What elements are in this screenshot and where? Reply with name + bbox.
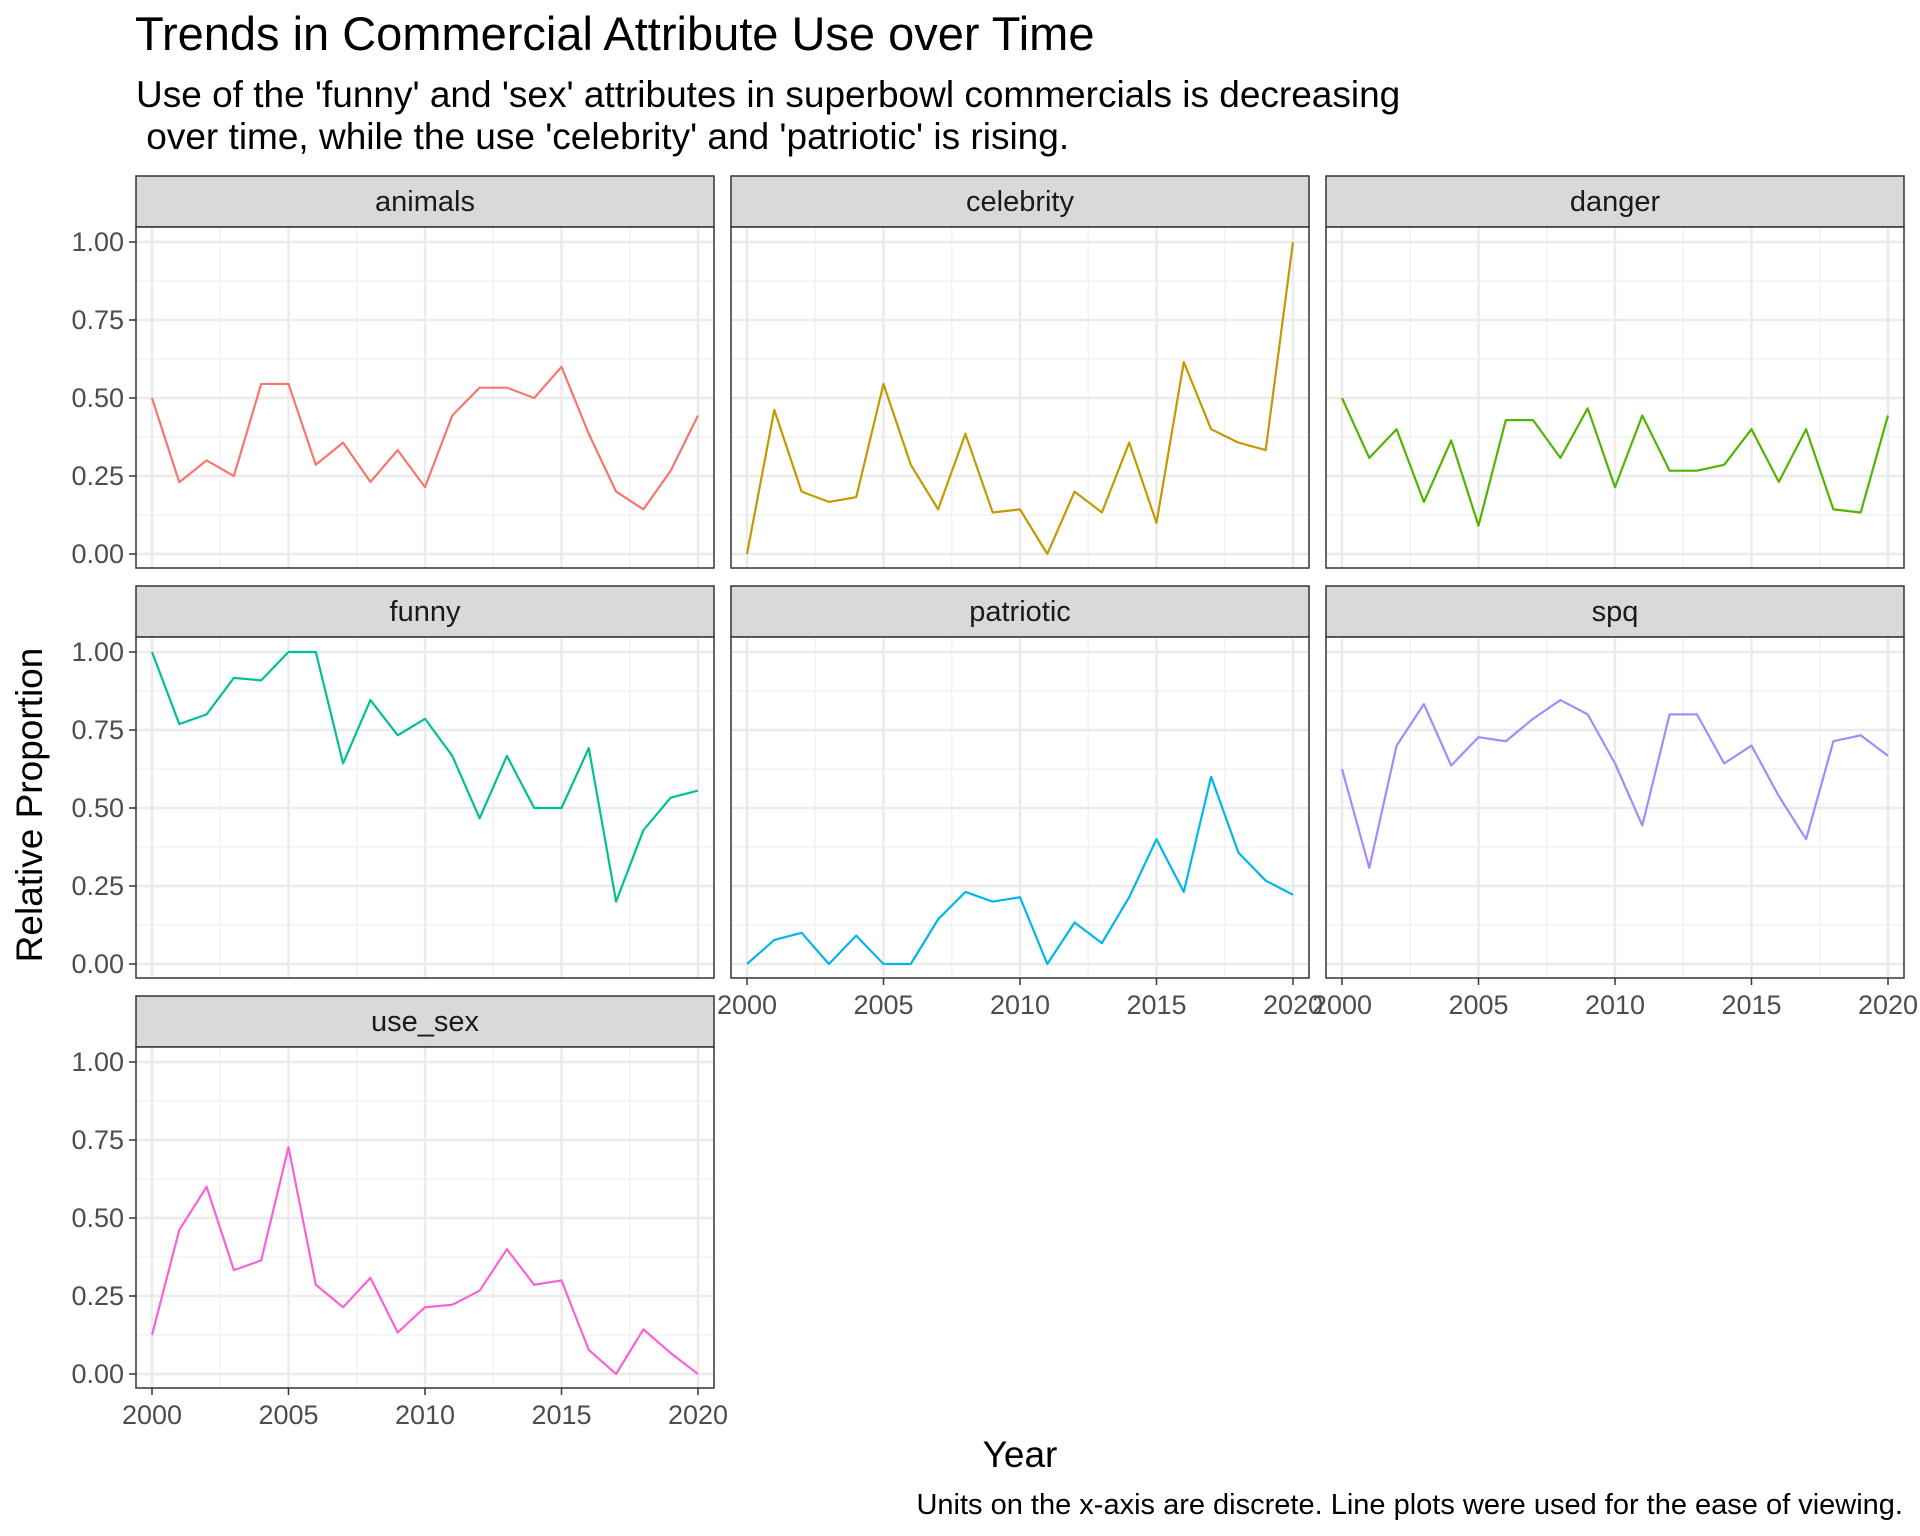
y-tick-label: 0.75 (71, 715, 124, 745)
y-tick-label: 0.50 (71, 1203, 124, 1233)
chart-subtitle-line-2: over time, while the use 'celebrity' and… (136, 116, 1069, 157)
series-line-funny (150, 650, 699, 903)
facet-strip-label: funny (390, 596, 461, 628)
y-tick-label: 0.75 (71, 305, 124, 335)
x-tick-label: 2015 (1126, 990, 1186, 1020)
series-line-danger (1340, 397, 1890, 527)
facet-strip (135, 175, 715, 228)
x-tick-label: 2005 (1448, 990, 1508, 1020)
y-tick-label: 0.50 (71, 793, 124, 823)
facet-strip-label: animals (375, 186, 475, 218)
x-tick-label: 2000 (1312, 990, 1372, 1020)
x-tick-label: 2015 (531, 1400, 591, 1430)
y-tick-label: 0.75 (71, 1125, 124, 1155)
chart-title: Trends in Commercial Attribute Use over … (135, 7, 1094, 60)
panel-border (1325, 226, 1905, 569)
series-line-animals (150, 365, 699, 511)
y-tick-label: 0.25 (71, 871, 124, 901)
series-line-celebrity (745, 241, 1295, 556)
y-tick-label: 0.00 (71, 949, 124, 979)
facet-panel-danger: danger (1325, 175, 1905, 569)
facet-strip-label: danger (1570, 186, 1661, 218)
chart-subtitle-line-1: Use of the 'funny' and 'sex' attributes … (136, 74, 1400, 115)
y-tick-label: 0.25 (71, 461, 124, 491)
facet-panel-animals: animals 0.00 0.25 0.50 0.75 1.00 (71, 175, 715, 569)
facet-panel-spq: spq 2000 2005 2010 2015 2020 (1312, 585, 1918, 1020)
series-line-spq (1340, 698, 1889, 870)
panel-border (730, 226, 1310, 569)
chart-caption: Units on the x-axis are discrete. Line p… (916, 1489, 1903, 1521)
facet-strip-label: patriotic (969, 596, 1071, 628)
series-line-use_sex (150, 1146, 699, 1376)
facet-panel-use_sex: use_sex 0.00 0.25 0.50 0.75 1.00 2000 2005 2010 2… (71, 995, 728, 1430)
x-tick-label: 2010 (395, 1400, 455, 1430)
facet-strip-label: celebrity (966, 186, 1074, 218)
x-axis-title: Year (983, 1434, 1058, 1475)
x-tick-label: 2010 (990, 990, 1050, 1020)
y-tick-label: 1.00 (71, 1047, 124, 1077)
facet-strip (135, 995, 715, 1048)
x-tick-label: 2005 (853, 990, 913, 1020)
facet-strip (730, 175, 1310, 228)
x-tick-label: 2000 (122, 1400, 182, 1430)
y-tick-label: 0.50 (71, 383, 124, 413)
facet-strip-label: use_sex (371, 1006, 480, 1038)
facet-panel-patriotic: patriotic 2000 2005 2010 2015 2020 (717, 585, 1323, 1020)
x-tick-label: 2020 (1858, 990, 1918, 1020)
y-tick-label: 0.00 (71, 1359, 124, 1389)
y-axis-title: Relative Proportion (9, 648, 50, 963)
series-line-patriotic (746, 775, 1294, 966)
x-tick-label: 2020 (668, 1400, 728, 1430)
facet-strip (1325, 175, 1905, 228)
x-tick-label: 2005 (258, 1400, 318, 1430)
x-tick-label: 2000 (717, 990, 777, 1020)
facet-panel-funny: funny 0.00 0.25 0.50 0.75 1.00 (71, 585, 715, 979)
y-tick-label: 1.00 (71, 637, 124, 667)
x-tick-label: 2020 (1263, 990, 1323, 1020)
y-tick-label: 0.25 (71, 1281, 124, 1311)
facet-strip-label: spq (1592, 596, 1639, 628)
facet-strip (730, 585, 1310, 638)
y-tick-label: 1.00 (71, 227, 124, 257)
x-tick-label: 2015 (1721, 990, 1781, 1020)
x-tick-label: 2010 (1585, 990, 1645, 1020)
y-tick-label: 0.00 (71, 539, 124, 569)
facet-panels: animals 0.00 0.25 0.50 0.75 1.00 celebrity dang… (71, 175, 1918, 1430)
facet-panel-celebrity: celebrity (730, 175, 1310, 569)
